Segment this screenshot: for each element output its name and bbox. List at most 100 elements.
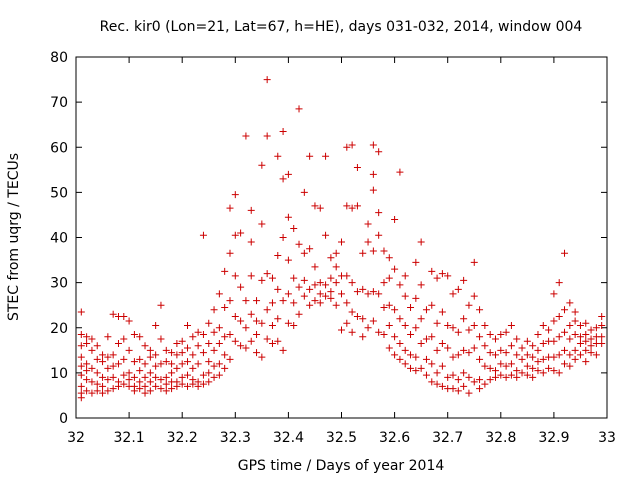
data-point: [120, 312, 128, 320]
data-point: [290, 224, 298, 232]
data-point: [507, 342, 515, 350]
data-point: [284, 213, 292, 221]
data-point: [534, 367, 542, 375]
data-point: [343, 202, 351, 210]
data-point: [539, 355, 547, 363]
data-point: [258, 161, 266, 169]
data-point: [433, 369, 441, 377]
data-point: [507, 371, 515, 379]
data-point: [88, 378, 96, 386]
data-point: [576, 340, 584, 348]
data-point: [454, 351, 462, 359]
data-point: [539, 340, 547, 348]
data-point: [295, 105, 303, 113]
data-point: [295, 310, 303, 318]
data-point: [284, 170, 292, 178]
data-point: [99, 389, 107, 397]
data-point: [396, 315, 404, 323]
data-point: [231, 272, 239, 280]
y-tick-label: 80: [50, 50, 68, 66]
data-point: [401, 346, 409, 354]
data-point: [184, 358, 192, 366]
data-point: [369, 288, 377, 296]
data-point: [454, 387, 462, 395]
data-point: [438, 308, 446, 316]
data-point: [205, 358, 213, 366]
data-point: [104, 364, 112, 372]
data-point: [306, 301, 314, 309]
data-point: [582, 319, 590, 327]
data-point: [470, 344, 478, 352]
data-point: [114, 340, 122, 348]
data-point: [141, 360, 149, 368]
data-point: [412, 258, 420, 266]
data-point: [491, 351, 499, 359]
data-point: [226, 297, 234, 305]
data-point: [566, 351, 574, 359]
data-point: [412, 367, 420, 375]
data-point: [359, 315, 367, 323]
data-point: [215, 371, 223, 379]
data-point: [157, 376, 165, 384]
data-point: [157, 301, 165, 309]
data-point: [263, 76, 271, 84]
data-point: [348, 279, 356, 287]
data-point: [438, 382, 446, 390]
data-point: [300, 188, 308, 196]
data-point: [481, 321, 489, 329]
data-point: [199, 380, 207, 388]
data-point: [247, 272, 255, 280]
data-point: [215, 324, 223, 332]
data-point: [576, 321, 584, 329]
y-tick-label: 30: [50, 276, 68, 292]
data-point: [348, 328, 356, 336]
data-point: [534, 346, 542, 354]
data-point: [412, 353, 420, 361]
data-point: [130, 331, 138, 339]
data-point: [460, 276, 468, 284]
data-point: [476, 376, 484, 384]
data-point: [571, 346, 579, 354]
data-point: [316, 279, 324, 287]
data-point: [226, 331, 234, 339]
data-point: [242, 297, 250, 305]
data-point: [322, 292, 330, 300]
data-point: [184, 382, 192, 390]
data-point: [152, 321, 160, 329]
data-point: [470, 321, 478, 329]
data-point: [215, 360, 223, 368]
data-point: [491, 367, 499, 375]
data-point: [396, 168, 404, 176]
data-point: [587, 342, 595, 350]
data-point: [162, 358, 170, 366]
data-point: [343, 319, 351, 327]
data-point: [391, 333, 399, 341]
data-point: [491, 335, 499, 343]
data-point: [343, 143, 351, 151]
data-point: [401, 321, 409, 329]
data-point: [449, 290, 457, 298]
data-point: [327, 274, 335, 282]
data-point: [104, 387, 112, 395]
data-point: [104, 333, 112, 341]
data-point: [178, 380, 186, 388]
data-point: [428, 333, 436, 341]
data-point: [407, 351, 415, 359]
data-point: [545, 326, 553, 334]
data-point: [438, 270, 446, 278]
data-point: [83, 340, 91, 348]
data-point: [210, 362, 218, 370]
data-point: [433, 274, 441, 282]
data-point: [332, 249, 340, 257]
data-point: [215, 290, 223, 298]
data-point: [306, 245, 314, 253]
data-point: [566, 321, 574, 329]
data-point: [125, 317, 133, 325]
data-point: [306, 285, 314, 293]
data-point: [316, 290, 324, 298]
data-point: [433, 319, 441, 327]
data-point: [88, 389, 96, 397]
data-point: [497, 331, 505, 339]
data-point: [454, 328, 462, 336]
data-point: [518, 355, 526, 363]
